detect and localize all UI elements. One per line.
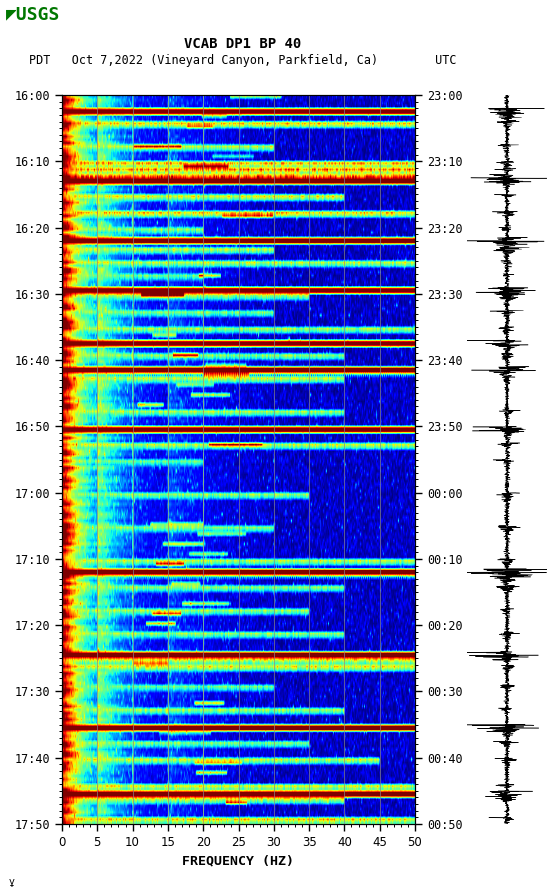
- Text: VCAB DP1 BP 40: VCAB DP1 BP 40: [184, 37, 301, 52]
- X-axis label: FREQUENCY (HZ): FREQUENCY (HZ): [183, 855, 295, 867]
- Text: PDT   Oct 7,2022 (Vineyard Canyon, Parkfield, Ca)        UTC: PDT Oct 7,2022 (Vineyard Canyon, Parkfie…: [29, 54, 457, 67]
- Text: ◤USGS: ◤USGS: [6, 5, 60, 24]
- Text: ұ: ұ: [8, 877, 14, 887]
